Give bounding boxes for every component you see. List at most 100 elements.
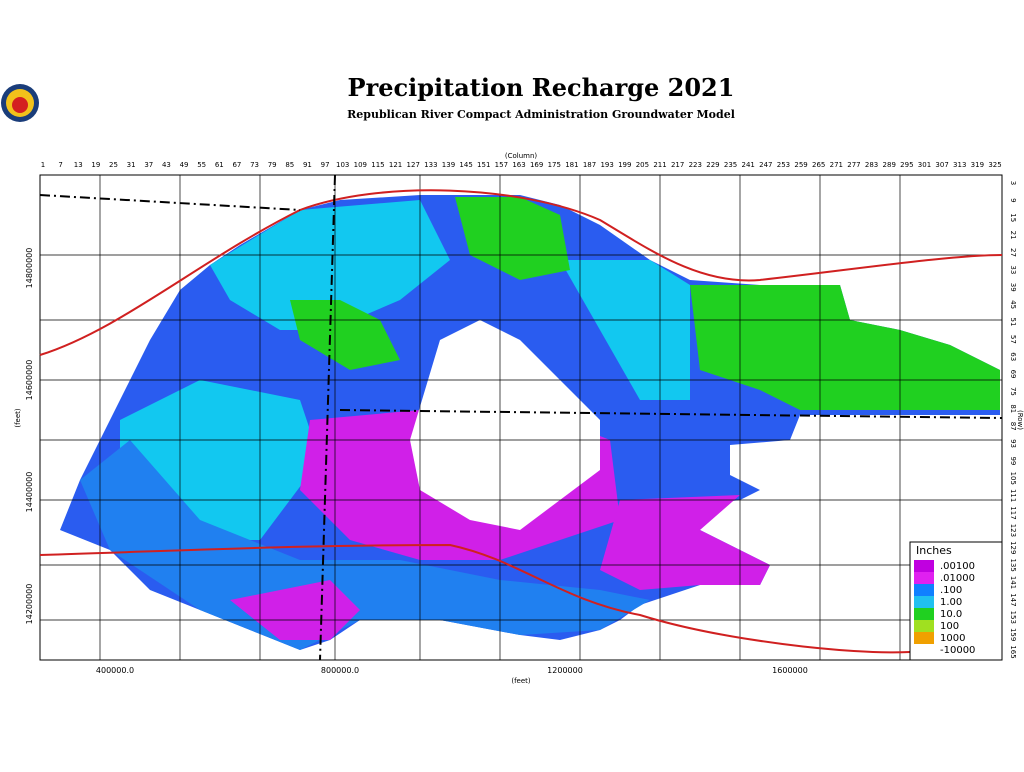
- logo: [1, 84, 39, 122]
- column-label: 133: [424, 161, 437, 169]
- legend-swatch: [914, 620, 934, 632]
- column-label: 235: [724, 161, 737, 169]
- column-label: 79: [268, 161, 277, 169]
- column-label: 253: [777, 161, 790, 169]
- easting-label: 1200000: [547, 666, 583, 675]
- column-label: 85: [285, 161, 294, 169]
- river-road: [39, 543, 911, 654]
- row-label: 159: [1009, 628, 1017, 641]
- column-label: 157: [495, 161, 508, 169]
- column-label: 169: [530, 161, 543, 169]
- row-label: 9: [1009, 198, 1017, 202]
- column-label: 145: [459, 161, 472, 169]
- legend-label: 10.0: [940, 609, 962, 620]
- row-label: 105: [1009, 472, 1017, 485]
- row-label: 45: [1009, 300, 1017, 309]
- legend-label: .100: [940, 585, 962, 596]
- column-label: 313: [953, 161, 966, 169]
- column-label: 217: [671, 161, 684, 169]
- green-zone: [455, 197, 570, 280]
- row-label: 135: [1009, 558, 1017, 571]
- column-label: 181: [565, 161, 578, 169]
- row-label: 63: [1009, 352, 1017, 361]
- northing-label: 14200000: [25, 584, 34, 625]
- column-label: 109: [354, 161, 367, 169]
- row-label: 147: [1009, 593, 1017, 606]
- green-zone: [690, 285, 1000, 410]
- column-label: 31: [127, 161, 136, 169]
- row-label: 75: [1009, 387, 1017, 396]
- legend-label: 1000: [940, 633, 965, 644]
- row-label: 111: [1009, 489, 1017, 502]
- row-label: 117: [1009, 506, 1017, 519]
- column-label: 127: [407, 161, 420, 169]
- row-label: 99: [1009, 456, 1017, 465]
- state-line: [39, 174, 1003, 661]
- column-label: 271: [830, 161, 843, 169]
- row-label: 123: [1009, 524, 1017, 537]
- row-label: 141: [1009, 576, 1017, 589]
- easting-label: 1600000: [772, 666, 808, 675]
- column-label: 55: [197, 161, 206, 169]
- cyan-zone: [210, 200, 450, 330]
- legend-label: .00100: [940, 561, 975, 572]
- row-label: 33: [1009, 265, 1017, 274]
- column-label: 211: [653, 161, 666, 169]
- row-label: 39: [1009, 283, 1017, 292]
- column-label: 37: [144, 161, 153, 169]
- map: [39, 174, 1003, 661]
- column-label: 187: [583, 161, 596, 169]
- column-label: 13: [74, 161, 83, 169]
- row-label: 129: [1009, 541, 1017, 554]
- row-label: 87: [1009, 422, 1017, 431]
- easting-label: 800000.0: [321, 666, 359, 675]
- column-label: 163: [512, 161, 525, 169]
- row-label: 57: [1009, 335, 1017, 344]
- column-label: 97: [321, 161, 330, 169]
- column-label: 301: [918, 161, 931, 169]
- bottom-title: (feet): [511, 677, 531, 685]
- magenta-zone: [600, 495, 770, 590]
- column-label: 139: [442, 161, 455, 169]
- white-zone: [410, 320, 600, 530]
- column-label: 205: [636, 161, 649, 169]
- legend-swatch: [914, 596, 934, 608]
- column-label: 7: [58, 161, 62, 169]
- column-label: 283: [865, 161, 878, 169]
- grid-v: [99, 175, 901, 660]
- title: Precipitation Recharge 2021: [348, 73, 735, 102]
- legend-label: 1.00: [940, 597, 962, 608]
- grid-h: [40, 254, 1002, 621]
- northing-label: 14600000: [25, 360, 34, 401]
- legend-swatch: [914, 584, 934, 596]
- column-label: 307: [935, 161, 948, 169]
- legend-label: 100: [940, 621, 959, 632]
- column-label: 277: [847, 161, 860, 169]
- green-zone: [290, 300, 400, 370]
- column-label: 91: [303, 161, 312, 169]
- row-label: 93: [1009, 439, 1017, 448]
- legend-swatch: [914, 572, 934, 584]
- column-label: 73: [250, 161, 259, 169]
- row-label: 15: [1009, 213, 1017, 222]
- left-title: (feet): [14, 408, 22, 428]
- column-label: 49: [180, 161, 189, 169]
- legend-label: -10000: [940, 645, 975, 656]
- legend-swatch: [914, 632, 934, 644]
- legend-swatch: [914, 644, 934, 656]
- column-label: 19: [91, 161, 100, 169]
- column-label: 241: [741, 161, 754, 169]
- river-road: [39, 189, 1003, 356]
- column-label: 325: [988, 161, 1001, 169]
- column-label: 199: [618, 161, 631, 169]
- column-label: 265: [812, 161, 825, 169]
- subtitle: Republican River Compact Administration …: [347, 108, 735, 121]
- county-grid: [40, 175, 1002, 660]
- column-label: 223: [689, 161, 702, 169]
- column-label: 67: [232, 161, 241, 169]
- logo-apple: [12, 97, 28, 113]
- legend-label: .01000: [940, 573, 975, 584]
- column-label: 193: [600, 161, 613, 169]
- column-label: 259: [794, 161, 807, 169]
